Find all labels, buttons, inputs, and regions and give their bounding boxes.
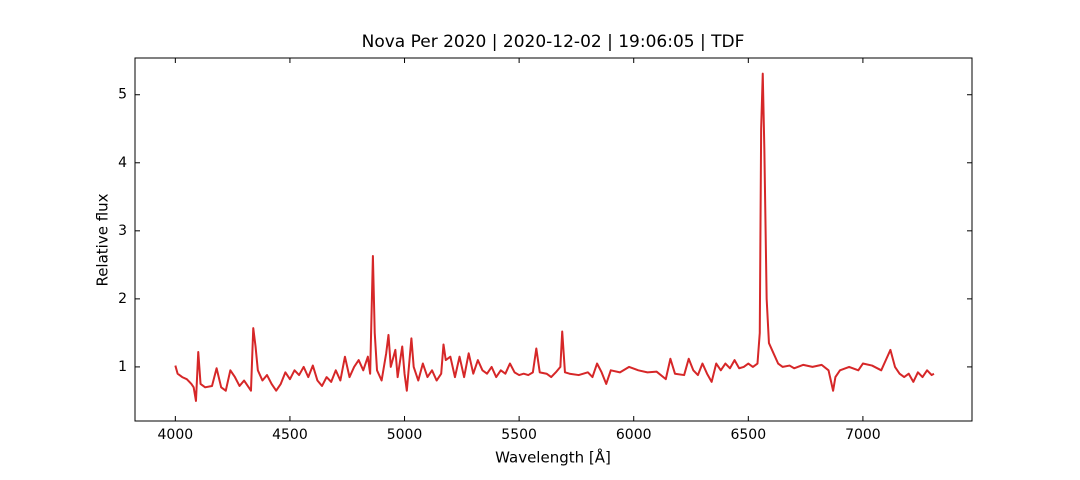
y-axis-label: Relative flux <box>94 193 112 286</box>
plot-frame <box>134 57 973 422</box>
x-tick-label: 6500 <box>730 427 766 443</box>
x-tick-label: 7000 <box>845 427 881 443</box>
spectrum-line <box>174 72 935 402</box>
y-tick-label: 3 <box>118 223 127 239</box>
y-tick-label: 1 <box>118 359 127 375</box>
x-tick-label: 5500 <box>501 427 537 443</box>
x-axis-label: Wavelength [Å] <box>495 448 611 467</box>
x-tick-label: 4000 <box>158 427 194 443</box>
x-tick-label: 6000 <box>616 427 652 443</box>
x-tick-label: 5000 <box>387 427 423 443</box>
y-tick-label: 5 <box>118 87 127 103</box>
chart-title: Nova Per 2020 | 2020-12-02 | 19:06:05 | … <box>362 32 745 52</box>
x-tick-label: 4500 <box>272 427 308 443</box>
y-tick-label: 2 <box>118 291 127 307</box>
y-tick-label: 4 <box>118 155 127 171</box>
